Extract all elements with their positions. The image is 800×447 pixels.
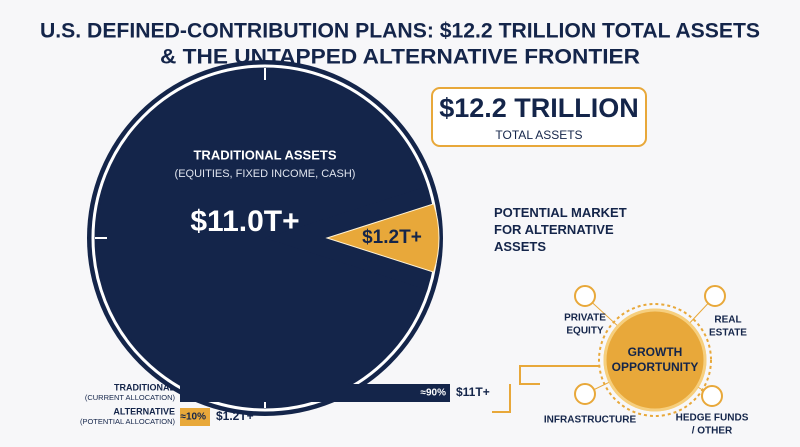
connector <box>519 365 600 385</box>
growth-label: GROWTH <box>628 345 683 359</box>
bar-value-label: ≈10% <box>180 412 206 423</box>
slice-value-label: $1.2T+ <box>362 227 422 248</box>
title-line: U.S. DEFINED-CONTRIBUTION PLANS: $12.2 T… <box>40 20 760 43</box>
node-icon <box>701 385 723 407</box>
node-label: PRIVATE <box>564 313 606 324</box>
callout-caption: TOTAL ASSETS <box>495 128 582 142</box>
connector <box>492 384 511 413</box>
bar <box>180 408 210 426</box>
bar-category: ALTERNATIVE <box>113 406 175 416</box>
slice-note: (EQUITIES, FIXED INCOME, CASH) <box>175 168 356 180</box>
growth-circle <box>603 308 707 412</box>
bar-note: (POTENTIAL ALLOCATION) <box>80 417 176 426</box>
growth-label: OPPORTUNITY <box>612 360 699 374</box>
node-icon <box>574 383 596 405</box>
bar-note: (CURRENT ALLOCATION) <box>85 393 176 402</box>
bar-amount-label: $1.2T+ <box>216 409 254 423</box>
bar-value-label: ≈90% <box>420 388 446 399</box>
node-label: EQUITY <box>566 326 604 337</box>
node-label: ESTATE <box>709 328 747 339</box>
slice-value-label: $11.0T+ <box>190 205 299 238</box>
bar-amount-label: $11T+ <box>456 385 490 399</box>
pie-slice <box>325 203 440 273</box>
node-label: INFRASTRUCTURE <box>544 415 637 426</box>
callout-box <box>431 87 647 147</box>
bar <box>180 384 450 402</box>
bar-category: TRADITIONAL <box>114 382 175 392</box>
node-label: / OTHER <box>692 426 733 437</box>
node-label: REAL <box>714 315 741 326</box>
slice-label: POTENTIAL MARKET FOR ALTERNATIVE ASSETS <box>494 205 627 254</box>
node-icon <box>704 285 726 307</box>
pie-slice <box>97 69 426 406</box>
slice-label: TRADITIONAL ASSETS <box>193 147 336 162</box>
node-icon <box>574 285 596 307</box>
node-label: HEDGE FUNDS <box>676 413 749 424</box>
growth-halo <box>598 303 712 417</box>
callout-headline: $12.2 TRILLION <box>439 93 639 123</box>
